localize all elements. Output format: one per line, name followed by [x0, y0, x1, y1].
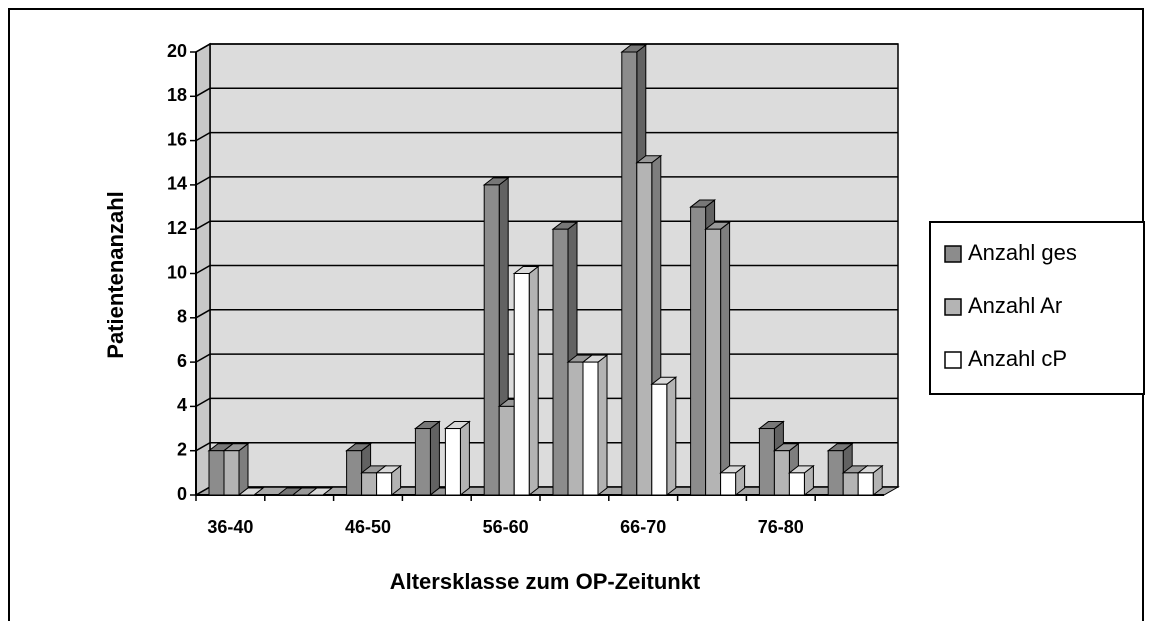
x-tick-label: 66-70: [620, 517, 666, 537]
bar-front: [208, 450, 225, 496]
bar: [443, 420, 471, 497]
grid-line: [195, 131, 898, 142]
bar: [222, 442, 250, 497]
bar-front: [513, 273, 530, 496]
bar-front: [361, 472, 378, 496]
bar: [856, 464, 884, 497]
bar-front: [758, 428, 775, 496]
bar-front: [720, 472, 737, 496]
x-tick-label: 36-40: [207, 517, 253, 537]
bar-front: [376, 472, 393, 496]
bar-side: [720, 221, 731, 497]
bar-top: [237, 487, 265, 496]
bar-front: [705, 228, 722, 496]
grid-line: [195, 353, 898, 363]
bar: [581, 354, 609, 497]
y-tick-label: 6: [177, 351, 187, 371]
y-tick-label: 4: [177, 395, 187, 415]
bar-front: [582, 361, 599, 496]
bar-side: [597, 354, 608, 497]
x-tick-label: 56-60: [483, 517, 529, 537]
legend-swatch: [944, 351, 962, 369]
bar: [719, 464, 747, 497]
grid-line: [195, 220, 898, 230]
y-tick-label: 20: [167, 41, 187, 61]
x-tick-label: 46-50: [345, 517, 391, 537]
y-tick-label: 8: [177, 307, 187, 327]
bar-front: [827, 450, 844, 496]
bar-front: [651, 383, 668, 496]
y-tick-label: 18: [167, 85, 187, 105]
x-axis-title: Altersklasse zum OP-Zeitunkt: [390, 569, 701, 594]
bar-side: [238, 442, 249, 497]
legend-label: Anzahl cP: [968, 346, 1067, 371]
plot-area: 0 2 4 6 8 10 12 14 16 18 20 36-40 46-50 56-60 66-70 76-…: [167, 41, 900, 537]
grid-line: [195, 176, 898, 186]
bar: [306, 487, 334, 496]
bar: [375, 464, 403, 497]
y-tick-label: 14: [167, 174, 187, 194]
bar-front: [483, 184, 500, 496]
bar-top: [306, 487, 334, 496]
bar: [237, 487, 265, 496]
bar: [512, 265, 540, 497]
y-tick-label: 12: [167, 218, 187, 238]
bar: [650, 376, 678, 497]
bar-side: [429, 420, 440, 497]
bar-side: [528, 265, 539, 497]
y-axis-title: Patientenanzahl: [103, 191, 128, 358]
legend-swatch: [944, 298, 962, 316]
bar-front: [857, 472, 874, 496]
bar-front: [444, 428, 461, 496]
bar-front: [498, 405, 515, 496]
bar-front: [414, 428, 431, 496]
bar-front: [621, 51, 638, 496]
bar-front: [567, 361, 584, 496]
bar-front: [346, 450, 363, 496]
legend-label: Anzahl Ar: [968, 293, 1062, 318]
legend-swatch: [944, 245, 962, 263]
grid-line: [195, 87, 898, 97]
grid-line: [195, 43, 898, 53]
bar-front: [773, 450, 790, 496]
y-tick-label: 0: [177, 484, 187, 504]
bar-front: [223, 450, 240, 496]
y-tick-label: 16: [167, 129, 187, 149]
bar-front: [788, 472, 805, 496]
legend: Anzahl ges Anzahl Ar Anzahl cP: [929, 221, 1145, 395]
bar-front: [636, 162, 653, 496]
bar-front: [690, 206, 707, 496]
bar-front: [842, 472, 859, 496]
bar: [413, 420, 441, 497]
bar: [704, 221, 732, 497]
y-tick-label: 10: [167, 262, 187, 282]
bar-side: [666, 376, 677, 497]
bar-side: [459, 420, 470, 497]
grid-line: [195, 309, 898, 319]
y-tick-label: 2: [177, 439, 187, 459]
legend-label: Anzahl ges: [968, 240, 1077, 265]
x-tick-label: 76-80: [758, 517, 804, 537]
bar: [787, 464, 815, 497]
bar-front: [552, 228, 569, 496]
grid-line: [195, 264, 898, 275]
legend-box: [929, 221, 1145, 395]
